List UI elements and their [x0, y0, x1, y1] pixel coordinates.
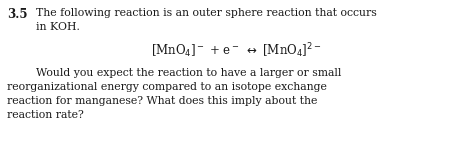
Text: reorganizational energy compared to an isotope exchange: reorganizational energy compared to an i…	[7, 82, 327, 92]
Text: [MnO$_4$]$^-$ + e$^-$ $\leftrightarrow$ [MnO$_4$]$^{2-}$: [MnO$_4$]$^-$ + e$^-$ $\leftrightarrow$ …	[151, 41, 321, 60]
Text: reaction for manganese? What does this imply about the: reaction for manganese? What does this i…	[7, 96, 317, 106]
Text: Would you expect the reaction to have a larger or small: Would you expect the reaction to have a …	[36, 68, 341, 78]
Text: The following reaction is an outer sphere reaction that occurs: The following reaction is an outer spher…	[36, 8, 377, 18]
Text: 3.5: 3.5	[7, 8, 27, 21]
Text: reaction rate?: reaction rate?	[7, 110, 84, 120]
Text: in KOH.: in KOH.	[36, 22, 80, 32]
